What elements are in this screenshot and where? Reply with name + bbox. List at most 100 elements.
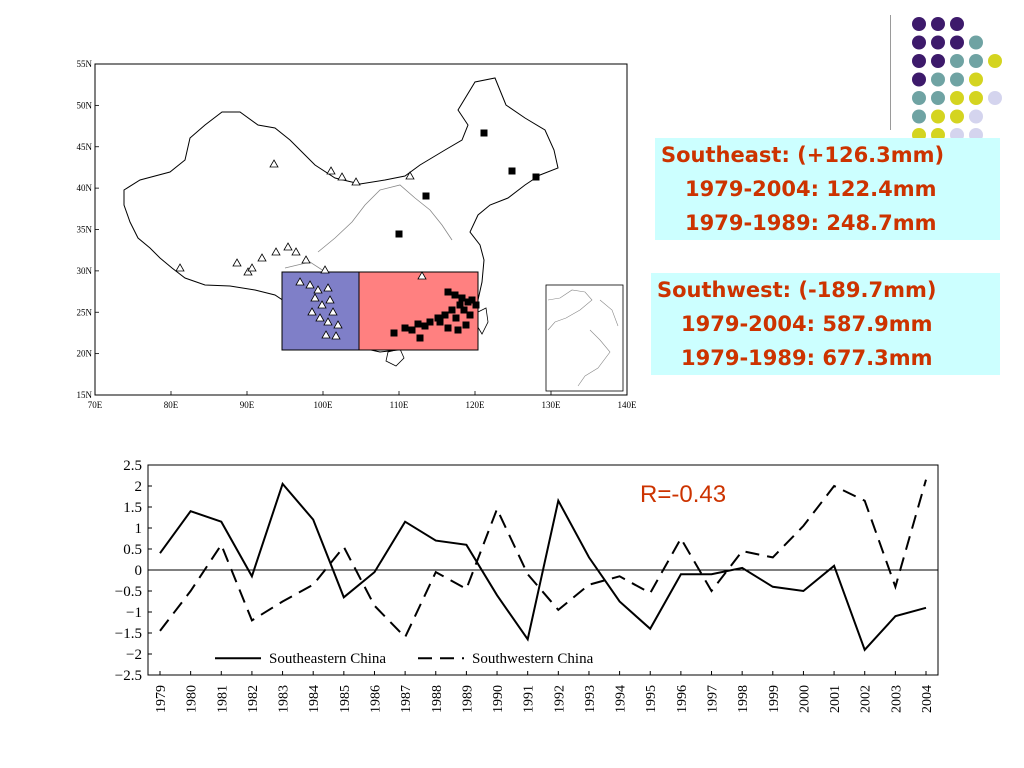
y-tick-label: −2.5 (115, 668, 142, 684)
lat-tick-label: 50N (77, 100, 93, 110)
rainfall-anomaly-line-chart: 2.5 2 1.5 1 0.5 0 −0.5 −1 −1.5 −2 −2.5 1979 1980 1981… (115, 458, 939, 713)
triangle-station-marker (351, 177, 361, 186)
x-tick-label: 1986 (368, 685, 383, 713)
square-station-marker (395, 230, 403, 238)
x-tick-label: 1984 (307, 685, 322, 713)
square-station-marker (462, 321, 470, 329)
x-tick-label: 1980 (185, 685, 200, 713)
lat-tick-label: 45N (77, 142, 93, 152)
square-station-marker (456, 301, 464, 309)
square-station-marker (421, 322, 429, 330)
southeast-title: Southeast: (+126.3mm) (661, 143, 945, 167)
decor-dot (950, 35, 964, 50)
square-station-marker (452, 314, 460, 322)
triangle-station-marker (305, 280, 315, 289)
triangle-station-marker (269, 159, 279, 168)
y-tick-label: 1.5 (123, 500, 142, 516)
x-tick-label: 1995 (644, 685, 659, 713)
decor-dot (912, 54, 926, 68)
divider-line (890, 15, 891, 130)
decor-dot (969, 54, 983, 68)
decor-dot (969, 35, 983, 50)
x-tick-label: 1988 (430, 685, 445, 713)
square-station-marker (458, 294, 466, 302)
square-station-marker (451, 291, 459, 299)
triangle-station-marker (405, 171, 415, 180)
x-tick-label: 1998 (736, 685, 751, 713)
y-tick-label: −1 (126, 605, 142, 621)
triangle-station-marker (295, 277, 305, 286)
y-tick-label: 0 (135, 563, 143, 579)
x-tick-label: 1983 (277, 685, 292, 713)
triangle-station-marker (325, 295, 335, 304)
square-station-marker (416, 334, 424, 342)
square-station-marker (466, 311, 474, 319)
lon-tick-label: 140E (618, 400, 638, 410)
decorative-dot-grid (912, 17, 1002, 140)
y-tick-label: 0.5 (123, 542, 142, 558)
southwestern-china-line (159, 479, 927, 639)
triangle-station-marker (315, 313, 325, 322)
lon-tick-label: 110E (390, 400, 409, 410)
legend-label: Southwestern China (472, 651, 594, 667)
decor-dot (931, 109, 945, 124)
square-station-marker (480, 129, 488, 137)
square-station-marker (434, 314, 442, 322)
lon-tick-label: 120E (466, 400, 486, 410)
triangle-station-marker (331, 331, 341, 340)
x-tick-label: 1989 (460, 685, 475, 713)
triangle-station-marker (323, 317, 333, 326)
square-station-marker (508, 167, 516, 175)
y-tick-label: 1 (135, 521, 143, 537)
longitude-ticks: 70E 80E 90E 100E 110E 120E 130E 140E (88, 391, 637, 410)
decor-dot (950, 91, 964, 105)
decor-dot (912, 109, 926, 124)
triangle-station-marker (307, 307, 317, 316)
x-tick-label: 1979 (154, 685, 169, 713)
decor-dot (912, 91, 926, 105)
southeastern-china-line (159, 481, 927, 652)
decor-dot (931, 128, 945, 140)
triangle-station-marker (333, 320, 343, 329)
triangle-station-marker (320, 265, 330, 274)
lat-tick-label: 15N (77, 390, 93, 400)
southwest-line-1979-2004: 1979-2004: 587.9mm (681, 312, 933, 336)
southwest-region-box (281, 271, 360, 351)
x-tick-label: 2003 (889, 685, 904, 713)
square-station-marker (460, 306, 468, 314)
decor-dot (950, 128, 964, 140)
x-tick-label: 2002 (859, 685, 874, 713)
decor-dot (988, 54, 1002, 68)
decor-dot (912, 17, 926, 31)
southeast-line-1979-2004: 1979-2004: 122.4mm (685, 177, 937, 201)
square-station-marker (464, 298, 472, 306)
square-station-marker (436, 318, 444, 326)
decor-dot (931, 72, 945, 87)
triangle-station-marker (328, 307, 338, 316)
triangle-station-marker (247, 263, 257, 272)
decor-dot (988, 91, 1002, 105)
square-stations (390, 129, 540, 342)
triangle-station-marker (283, 242, 293, 251)
yellow-river (317, 184, 453, 253)
legend-label: Southeastern China (269, 651, 386, 667)
decor-dot (950, 54, 964, 68)
y-tick-label: 2.5 (123, 458, 142, 474)
china-outline (123, 77, 559, 353)
triangle-station-marker (257, 253, 267, 262)
decor-dot (931, 54, 945, 68)
lat-tick-label: 55N (77, 59, 93, 69)
x-tick-label: 2000 (797, 685, 812, 713)
square-station-marker (448, 306, 456, 314)
x-tick-label: 1993 (583, 685, 598, 713)
southwest-line-1979-1989: 1979-1989: 677.3mm (681, 346, 933, 370)
lat-tick-label: 40N (77, 183, 93, 193)
square-station-marker (468, 296, 476, 304)
x-tick-label: 1999 (767, 685, 782, 713)
x-tick-label: 1990 (491, 685, 506, 713)
lat-tick-label: 25N (77, 307, 93, 317)
triangle-station-marker (321, 330, 331, 339)
latitude-ticks: 55N 50N 45N 40N 35N 30N 25N 20N 15N (77, 59, 99, 400)
triangle-station-marker (301, 255, 311, 264)
southeast-info-box: Southeast: (+126.3mm) 1979-2004: 122.4mm… (655, 138, 1000, 240)
